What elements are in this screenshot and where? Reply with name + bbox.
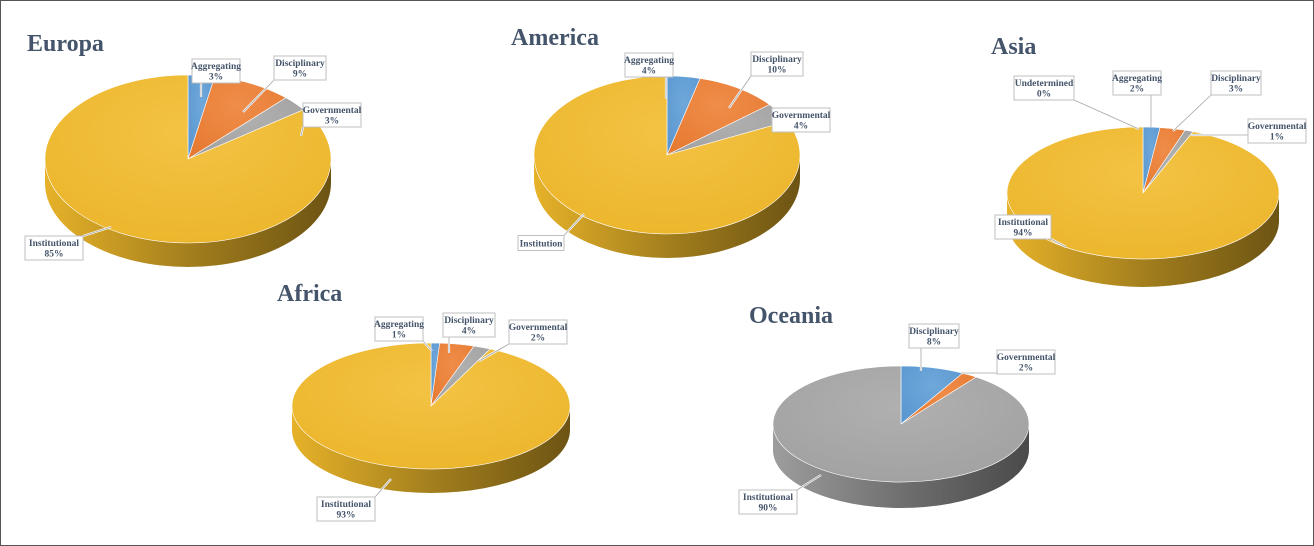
leader-line bbox=[300, 126, 304, 137]
data-label-value: 1% bbox=[392, 331, 406, 341]
leader-line bbox=[796, 474, 822, 491]
data-label-value: 94% bbox=[1014, 229, 1033, 239]
data-label-box bbox=[273, 55, 327, 81]
data-label-box bbox=[1112, 70, 1162, 96]
data-label-value: 1% bbox=[1270, 133, 1284, 143]
data-label-value: 8% bbox=[927, 338, 941, 348]
data-label-box bbox=[1013, 75, 1075, 101]
leader-line bbox=[1172, 94, 1212, 132]
data-label-value: 3% bbox=[209, 73, 223, 83]
leader-line bbox=[242, 79, 275, 113]
pie-side-institutional bbox=[292, 406, 570, 493]
data-label-category: Disciplinary bbox=[909, 327, 959, 337]
leader-line bbox=[478, 343, 510, 362]
pie-side-governmental bbox=[773, 424, 1029, 508]
data-label-category: Institutional bbox=[321, 500, 372, 510]
data-label-box bbox=[994, 214, 1052, 240]
data-label-value: 10% bbox=[768, 66, 787, 76]
leader-line bbox=[563, 213, 585, 236]
data-label-value: 2% bbox=[1019, 364, 1033, 374]
data-label-category: Disciplinary bbox=[444, 316, 494, 326]
data-label-box bbox=[442, 312, 496, 338]
pie-chart-america: AmericaAggregating4%Disciplinary10%Gover… bbox=[511, 25, 831, 258]
data-label-box bbox=[24, 235, 84, 261]
data-label-box bbox=[191, 58, 241, 84]
leader-line bbox=[422, 340, 433, 352]
chart-title: Europa bbox=[27, 31, 104, 57]
pie-slice-disciplinary bbox=[666, 78, 771, 156]
leader-line bbox=[1050, 238, 1067, 248]
data-label-category: Governmental bbox=[772, 111, 831, 121]
data-label-box bbox=[624, 52, 674, 78]
data-label-category: Institutional bbox=[998, 218, 1049, 228]
data-label-value: 2% bbox=[531, 334, 545, 344]
data-label-category: Institution bbox=[520, 240, 563, 250]
pie-slice-governmental bbox=[772, 365, 1030, 483]
data-label-category: Undetermined bbox=[1015, 79, 1074, 89]
leader-line bbox=[1073, 99, 1140, 130]
data-label-category: Governmental bbox=[1248, 122, 1307, 132]
data-label-value: 9% bbox=[293, 70, 307, 80]
chart-title: America bbox=[511, 25, 599, 51]
pie-slice-institutional bbox=[44, 74, 332, 244]
data-label-box bbox=[750, 51, 804, 77]
data-label-value: 93% bbox=[337, 511, 356, 521]
chart-title: Africa bbox=[277, 281, 342, 307]
data-label-value: 2% bbox=[1130, 85, 1144, 95]
data-label-category: Aggregating bbox=[624, 56, 674, 66]
data-label-category: Institutional bbox=[743, 493, 794, 503]
data-label-value: 4% bbox=[462, 327, 476, 337]
data-label-value: 4% bbox=[642, 67, 656, 77]
data-label-box bbox=[316, 496, 376, 522]
data-label-value: 3% bbox=[325, 117, 339, 127]
data-label-category: Aggregating bbox=[191, 62, 241, 72]
data-label-box bbox=[1210, 70, 1262, 96]
data-label-category: Governmental bbox=[303, 106, 362, 116]
data-label-box bbox=[771, 107, 831, 133]
leader-line bbox=[82, 226, 112, 237]
data-label-category: Disciplinary bbox=[275, 59, 325, 69]
data-label-category: Disciplinary bbox=[1211, 74, 1261, 84]
data-label-value: 3% bbox=[1229, 85, 1243, 95]
data-label-category: Institutional bbox=[29, 239, 80, 249]
pie-slice-institutional bbox=[533, 75, 801, 235]
chart-title: Asia bbox=[991, 34, 1036, 60]
leader-line bbox=[374, 478, 392, 498]
data-label-box bbox=[517, 235, 565, 251]
chart-title: Oceania bbox=[749, 303, 833, 329]
pie-slice-institutional bbox=[291, 342, 571, 470]
data-label-value: 4% bbox=[794, 122, 808, 132]
pie-slice-institutional bbox=[1006, 126, 1280, 260]
pie-side-institutional bbox=[45, 159, 331, 267]
data-label-category: Aggregating bbox=[374, 320, 424, 330]
data-label-category: Governmental bbox=[509, 323, 568, 333]
pie-chart-europa: EuropaAggregating3%Disciplinary9%Governm… bbox=[24, 31, 362, 267]
data-label-value: 0% bbox=[1037, 90, 1051, 100]
data-label-category: Governmental bbox=[997, 353, 1056, 363]
data-label-box bbox=[1247, 118, 1307, 144]
data-label-box bbox=[302, 102, 362, 128]
leader-line bbox=[728, 75, 752, 109]
pie-side-institutional bbox=[1007, 193, 1279, 287]
data-label-box bbox=[738, 489, 798, 515]
data-label-value: 90% bbox=[759, 504, 778, 514]
data-label-value: 85% bbox=[45, 250, 64, 260]
data-label-box bbox=[996, 349, 1056, 375]
data-label-category: Aggregating bbox=[1112, 74, 1162, 84]
data-label-category: Disciplinary bbox=[752, 55, 802, 65]
data-label-box bbox=[908, 323, 960, 349]
data-label-box bbox=[508, 319, 568, 345]
pie-side-institutional bbox=[534, 155, 800, 258]
data-label-box bbox=[374, 316, 424, 342]
